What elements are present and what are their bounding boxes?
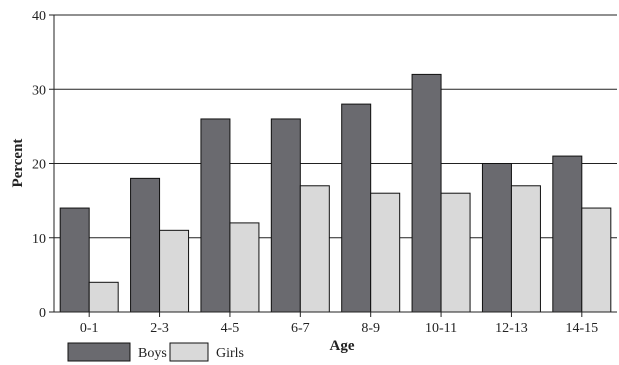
bar-boys-12-13 — [481, 163, 512, 313]
x-tick-label: 8-9 — [361, 321, 380, 336]
y-tick-label: 0 — [39, 306, 46, 321]
bar-girls-0-1 — [88, 281, 119, 313]
y-axis-ticks: 0 10 20 30 40 — [32, 9, 54, 321]
legend-label-boys: Boys — [138, 346, 167, 361]
y-tick-label: 20 — [32, 158, 46, 173]
legend: Boys Girls — [67, 342, 244, 362]
x-tick-label: 12-13 — [495, 321, 528, 336]
bar-boys-8-9 — [341, 103, 372, 313]
bar-boys-10-11 — [411, 73, 442, 313]
y-tick-label: 10 — [32, 232, 46, 247]
bar-girls-8-9 — [370, 192, 401, 313]
x-axis-ticks: 0-1 2-3 4-5 6-7 8-9 10-11 12-13 14-15 — [80, 312, 598, 336]
bar-girls-10-11 — [440, 192, 471, 313]
y-tick-label: 40 — [32, 9, 46, 24]
bar-boys-2-3 — [130, 177, 161, 313]
x-tick-label: 4-5 — [221, 321, 240, 336]
x-tick-label: 14-15 — [565, 321, 598, 336]
bar-boys-14-15 — [552, 155, 583, 313]
legend-swatch-boys — [67, 342, 131, 362]
bar-girls-12-13 — [510, 185, 541, 313]
x-tick-label: 0-1 — [80, 321, 99, 336]
x-axis-title: Age — [330, 338, 355, 354]
bar-girls-14-15 — [581, 207, 612, 313]
bar-girls-4-5 — [229, 222, 260, 313]
x-tick-label: 10-11 — [425, 321, 457, 336]
bar-girls-6-7 — [299, 185, 330, 313]
bar-boys-0-1 — [59, 207, 90, 313]
legend-swatch-girls — [169, 342, 209, 362]
bar-boys-4-5 — [200, 118, 231, 313]
x-tick-label: 6-7 — [291, 321, 310, 336]
bar-girls-2-3 — [159, 229, 190, 313]
y-tick-label: 30 — [32, 83, 46, 98]
x-tick-label: 2-3 — [150, 321, 169, 336]
bar-boys-6-7 — [270, 118, 301, 313]
legend-label-girls: Girls — [216, 346, 244, 361]
bars — [59, 73, 612, 313]
y-axis-title: Percent — [10, 139, 26, 188]
